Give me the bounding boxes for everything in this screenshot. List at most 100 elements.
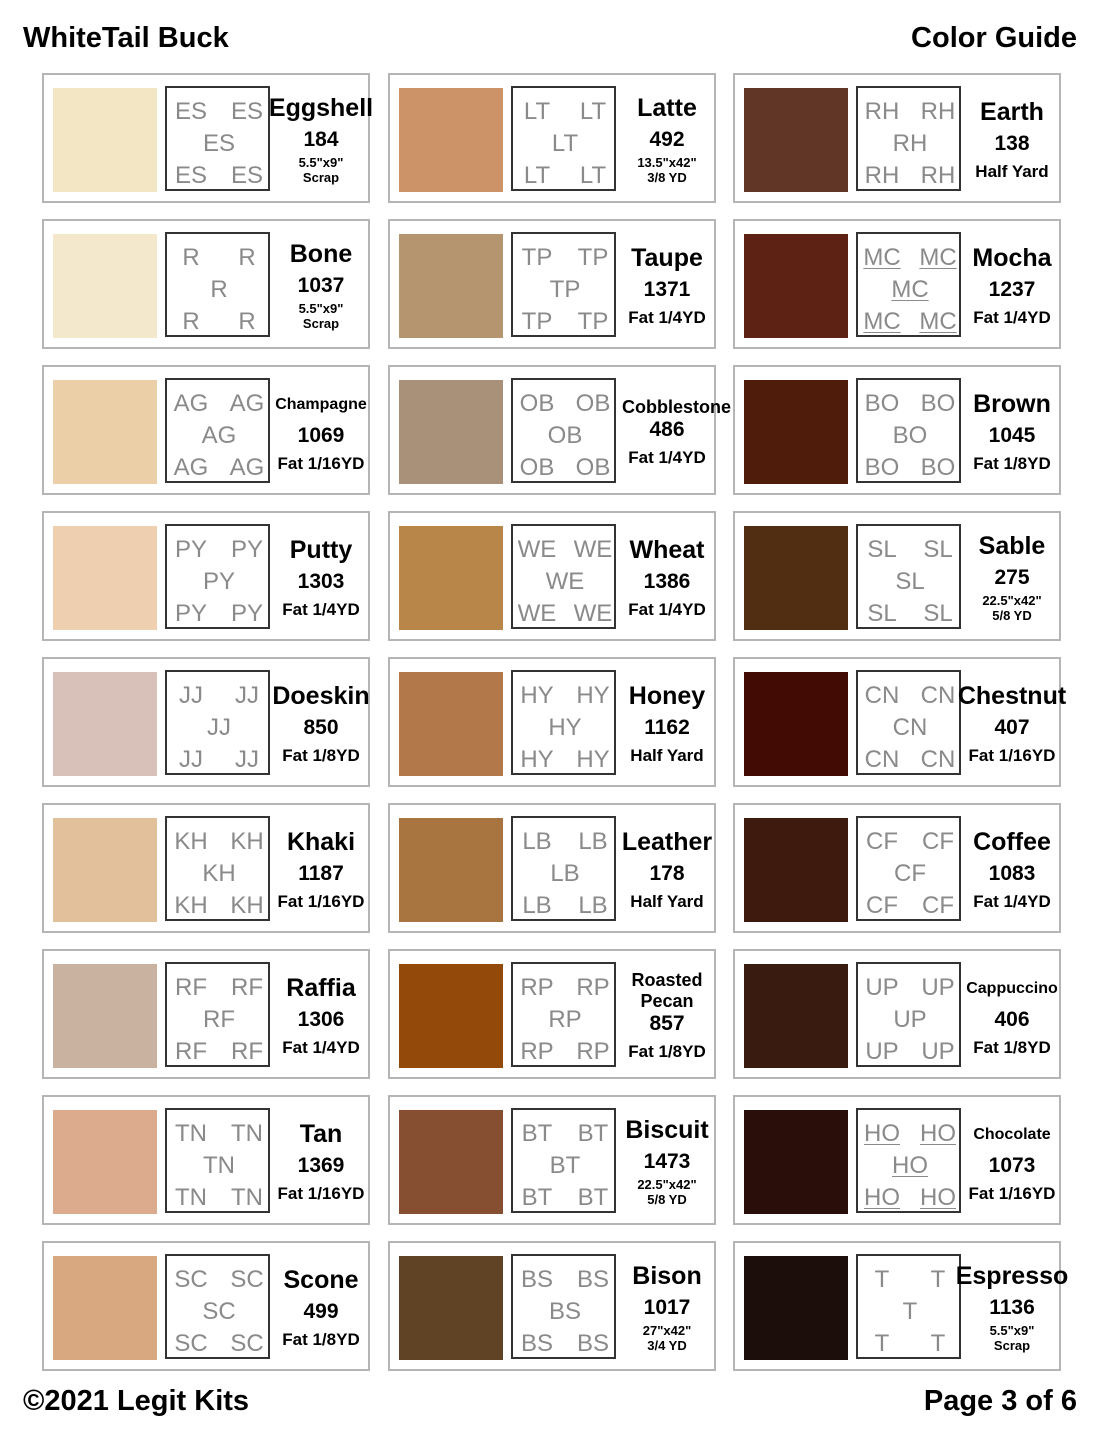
fabric-size: Fat 1/4YD xyxy=(973,891,1051,911)
color-card: SC SC SC SC SC Scone 499 Fat 1/8YD xyxy=(42,1241,370,1371)
color-code: UP xyxy=(893,1006,927,1033)
code-box: TN TN TN TN TN xyxy=(165,1108,270,1213)
color-number: 1473 xyxy=(643,1150,691,1173)
color-name: Raffia xyxy=(286,973,356,1002)
color-code: KH xyxy=(174,892,208,919)
color-name: Brown xyxy=(973,389,1051,418)
color-code: BO xyxy=(864,390,900,417)
color-code: LT xyxy=(523,162,551,189)
color-swatch xyxy=(744,380,848,484)
color-name: Cobblestone xyxy=(622,396,732,417)
color-code: HO xyxy=(920,1120,956,1147)
color-swatch xyxy=(53,1256,157,1360)
color-code: SL xyxy=(895,568,925,595)
color-swatch xyxy=(53,234,157,338)
color-code: CF xyxy=(922,828,954,855)
color-code: BT xyxy=(521,1120,553,1147)
color-swatch xyxy=(399,672,503,776)
code-box: UP UP UP UP UP xyxy=(856,962,961,1067)
color-code: LT xyxy=(523,98,551,125)
color-code: MC xyxy=(891,276,929,303)
color-code: LB xyxy=(550,860,580,887)
color-code: PY xyxy=(230,600,263,627)
fabric-size: Scrap xyxy=(993,1338,1031,1353)
color-swatch xyxy=(53,88,157,192)
color-code: TP xyxy=(521,308,553,335)
color-swatch xyxy=(744,1256,848,1360)
color-swatch xyxy=(399,818,503,922)
color-code: RH xyxy=(864,98,900,125)
fabric-size: 5.5"x9" xyxy=(989,1323,1035,1338)
color-code: LT xyxy=(551,130,579,157)
color-code: KH xyxy=(230,828,264,855)
color-number: 178 xyxy=(649,861,685,885)
color-code: LB xyxy=(522,892,552,919)
color-name: Bone xyxy=(289,240,353,268)
color-code: LB xyxy=(578,892,608,919)
fabric-size: Half Yard xyxy=(630,891,704,911)
color-swatch xyxy=(744,964,848,1068)
color-number: 184 xyxy=(303,128,339,151)
color-code: HY xyxy=(576,682,610,709)
color-code: TP xyxy=(577,308,609,335)
color-code: BO xyxy=(920,390,956,417)
copyright: ©2021 Legit Kits xyxy=(23,1385,250,1417)
color-code: WE xyxy=(517,600,557,627)
code-box: LB LB LB LB LB xyxy=(511,816,616,921)
color-code: LT xyxy=(579,98,607,125)
code-box: LT LT LT LT LT xyxy=(511,86,616,191)
color-code: HO xyxy=(864,1120,900,1147)
fabric-size: 22.5"x42" xyxy=(982,593,1042,608)
color-code: R xyxy=(182,308,200,335)
color-name: Eggshell xyxy=(268,94,374,122)
color-card: SL SL SL SL SL Sable 275 22.5"x42" 5/8 YD xyxy=(733,511,1061,641)
color-code: CN xyxy=(920,682,956,709)
fabric-size: 5/8 YD xyxy=(992,608,1032,623)
code-box: KH KH KH KH KH xyxy=(165,816,270,921)
color-code: LB xyxy=(578,828,608,855)
color-code: T xyxy=(874,1330,890,1357)
color-card: ES ES ES ES ES Eggshell 184 5.5"x9" Scrap xyxy=(42,73,374,203)
fabric-size: Fat 1/4YD xyxy=(282,1037,360,1057)
color-code: BS xyxy=(576,1266,609,1293)
color-code: HO xyxy=(920,1184,956,1211)
color-swatch xyxy=(399,1110,503,1214)
color-code: HY xyxy=(520,682,554,709)
color-name: Coffee xyxy=(973,827,1051,856)
page-subtitle: Color Guide xyxy=(911,22,1077,54)
color-code: BO xyxy=(892,422,928,449)
color-name: Espresso xyxy=(955,1262,1069,1290)
color-card: JJ JJ JJ JJ JJ Doeskin 850 Fat 1/8YD xyxy=(42,657,370,787)
color-card: TN TN TN TN TN Tan 1369 Fat 1/16YD xyxy=(42,1095,370,1225)
color-code: CN xyxy=(892,714,928,741)
fabric-size: 22.5"x42" xyxy=(637,1177,697,1192)
color-code: CF xyxy=(922,892,954,919)
fabric-size: Fat 1/8YD xyxy=(628,1042,706,1061)
color-code: KH xyxy=(174,828,208,855)
fabric-size: 27"x42" xyxy=(642,1323,692,1338)
code-box: JJ JJ JJ JJ JJ xyxy=(165,670,270,775)
color-swatch xyxy=(744,818,848,922)
color-number: 857 xyxy=(649,1012,685,1035)
color-code: WE xyxy=(573,600,613,627)
fabric-size: Scrap xyxy=(302,170,340,185)
color-code: ES xyxy=(174,162,207,189)
color-code: SC xyxy=(230,1330,264,1357)
fabric-size: Half Yard xyxy=(630,745,704,765)
color-code: ES xyxy=(230,98,263,125)
color-code: RP xyxy=(520,1038,554,1065)
color-card: LT LT LT LT LT Latte 492 13.5"x42" 3/8 YD xyxy=(388,73,716,203)
code-box: TP TP TP TP TP xyxy=(511,232,616,337)
color-number: 1017 xyxy=(643,1296,691,1319)
color-code: HO xyxy=(864,1184,900,1211)
color-code: LB xyxy=(522,828,552,855)
page-number: Page 3 of 6 xyxy=(923,1385,1077,1417)
fabric-size: Fat 1/4YD xyxy=(628,599,706,619)
color-card: MC MC MC MC MC Mocha 1237 Fat 1/4YD xyxy=(733,219,1061,349)
code-box: HY HY HY HY HY xyxy=(511,670,616,775)
color-code: PY xyxy=(174,536,207,563)
color-code: SL xyxy=(923,536,953,563)
color-code: ES xyxy=(174,98,207,125)
